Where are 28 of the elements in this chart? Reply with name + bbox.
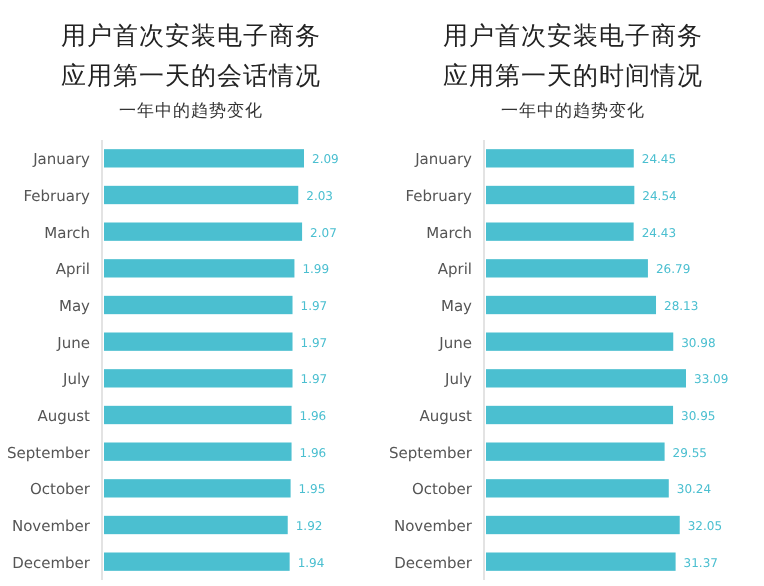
chart-subtitle: 一年中的趋势变化 xyxy=(501,100,645,122)
bar xyxy=(486,185,635,205)
bar xyxy=(104,479,291,498)
chart-title: 用户首次安装电子商务应用第一天的会话情况 xyxy=(61,20,321,90)
bar xyxy=(104,552,290,571)
bar xyxy=(486,149,634,168)
bar xyxy=(104,405,292,425)
chart-title: 用户首次安装电子商务应用第一天的时间情况 xyxy=(443,20,703,90)
bar xyxy=(104,259,295,278)
bar xyxy=(104,185,299,205)
bar xyxy=(486,295,657,315)
bar xyxy=(486,442,665,461)
bar xyxy=(486,515,680,535)
bar xyxy=(486,332,674,351)
bar xyxy=(486,552,676,571)
bar xyxy=(486,369,686,388)
bar xyxy=(104,515,288,535)
bar xyxy=(486,222,634,241)
bar xyxy=(104,149,304,168)
bar xyxy=(104,369,293,388)
bar xyxy=(486,405,674,425)
bar xyxy=(486,259,648,278)
bar xyxy=(104,222,303,241)
bar xyxy=(104,332,293,351)
bar xyxy=(486,479,669,498)
chart-subtitle: 一年中的趋势变化 xyxy=(119,100,263,122)
bar xyxy=(104,295,293,315)
bar xyxy=(104,442,292,461)
